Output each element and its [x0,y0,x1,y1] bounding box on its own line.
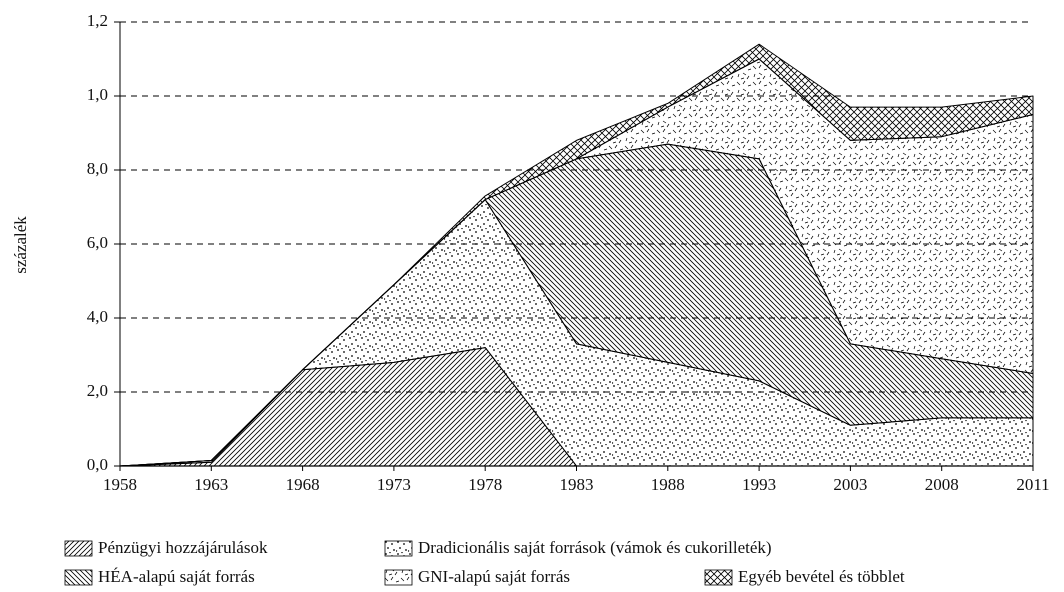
y-tick-label: 1,2 [87,11,108,30]
legend-label: GNI-alapú saját forrás [418,567,570,586]
legend-swatch [384,540,413,557]
legend-label: Pénzügyi hozzájárulások [98,538,268,557]
legend-swatch [384,569,413,586]
legend-label: Dradicionális saját források (vámok és c… [418,538,772,557]
x-tick-label: 1968 [286,475,320,494]
x-tick-label: 1983 [560,475,594,494]
y-tick-label: 6,0 [87,233,108,252]
y-tick-label: 0,0 [87,455,108,474]
x-tick-label: 2008 [925,475,959,494]
legend-label: Egyéb bevétel és többlet [738,567,905,586]
x-tick-label: 1963 [194,475,228,494]
legend-swatch [64,569,93,586]
area [119,43,1034,467]
legend-swatch [64,540,93,557]
legend-swatch [704,569,733,586]
y-tick-label: 4,0 [87,307,108,326]
x-tick-label: 1993 [742,475,776,494]
x-tick-label: 2011 [1016,475,1049,494]
x-tick-label: 2003 [833,475,867,494]
x-tick-label: 1958 [103,475,137,494]
y-axis-label: százalék [11,216,30,274]
x-tick-label: 1973 [377,475,411,494]
y-tick-label: 2,0 [87,381,108,400]
x-tick-label: 1988 [651,475,685,494]
y-tick-label: 1,0 [87,85,108,104]
legend-label: HÉA-alapú saját forrás [98,567,255,586]
x-tick-label: 1978 [468,475,502,494]
y-tick-label: 8,0 [87,159,108,178]
